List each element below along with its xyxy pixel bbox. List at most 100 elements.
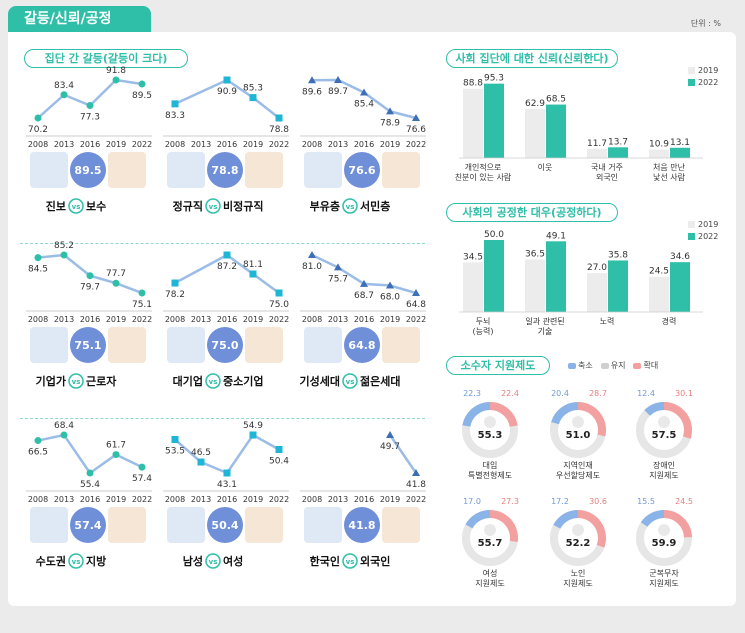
x-tick-label: 2019 — [243, 495, 263, 504]
trust-value-label: 95.3 — [484, 74, 504, 84]
x-tick-label: 2013 — [191, 140, 211, 149]
x-tick-label: 2008 — [28, 140, 48, 149]
group-left-label: 기성세대 — [300, 374, 340, 388]
donut-slice-expand — [577, 510, 606, 548]
x-tick-label: 2008 — [302, 140, 322, 149]
x-tick-label: 2013 — [191, 315, 211, 324]
legend-swatch-2022 — [688, 79, 695, 86]
data-label: 76.6 — [406, 125, 426, 135]
politician-icon — [108, 152, 146, 188]
x-tick-label: 2016 — [354, 140, 374, 149]
donut-label: 군복무자 — [649, 569, 679, 578]
data-point — [171, 279, 179, 287]
trust-category-label: 친분이 있는 사람 — [455, 172, 512, 182]
location-pin-icon — [572, 416, 584, 428]
legend-label-expand: 확대 — [643, 361, 659, 370]
donut-slice-reduce — [465, 510, 491, 529]
x-tick-label: 2016 — [217, 140, 237, 149]
data-point — [249, 94, 257, 102]
data-label: 50.4 — [269, 456, 289, 466]
donut-slice-expand — [489, 510, 518, 543]
x-tick-label: 2022 — [406, 495, 426, 504]
wheelchair-icon — [658, 416, 670, 428]
center-value-circle — [344, 327, 380, 363]
data-point — [308, 251, 316, 258]
x-tick-label: 2013 — [54, 140, 74, 149]
donut-slice-reduce — [553, 510, 579, 529]
donut-expand-value: 24.5 — [675, 497, 693, 506]
legend-swatch-2019 — [688, 67, 695, 74]
woman-icon — [484, 524, 496, 536]
donut-expand-value: 28.7 — [589, 389, 607, 398]
vs-label: vs — [346, 558, 355, 566]
x-tick-label: 2013 — [54, 495, 74, 504]
x-tick-label: 2008 — [165, 315, 185, 324]
fair-bar — [463, 262, 483, 312]
group-right-label: 지방 — [86, 554, 106, 568]
donut-keep-value: 51.0 — [566, 430, 591, 441]
fair-category-label: 기술 — [538, 326, 553, 336]
donut-expand-value: 22.4 — [501, 389, 519, 398]
x-tick-label: 2016 — [80, 495, 100, 504]
conflict-section-title: 집단 간 갈등(갈등이 크다) — [24, 49, 188, 68]
center-value-circle — [207, 507, 243, 543]
data-point — [86, 102, 94, 110]
fair-value-label: 34.5 — [463, 252, 483, 262]
politician-icon — [30, 152, 68, 188]
donut-slice-reduce — [644, 402, 665, 416]
x-tick-label: 2016 — [354, 315, 374, 324]
trust-value-label: 10.9 — [649, 139, 669, 149]
donut-keep-value: 52.2 — [566, 538, 591, 549]
donut-label: 지원제도 — [475, 579, 504, 588]
trust-value-label: 88.8 — [463, 79, 483, 89]
x-tick-label: 2008 — [28, 315, 48, 324]
data-label: 49.7 — [380, 442, 400, 452]
data-label: 89.6 — [302, 87, 322, 97]
office-worker-icon — [167, 152, 205, 188]
legend-label-keep: 유지 — [610, 361, 626, 370]
trust-value-label: 62.9 — [525, 99, 545, 109]
data-label: 85.3 — [243, 84, 263, 94]
data-label: 77.3 — [80, 113, 100, 123]
korea-map-icon — [108, 507, 146, 543]
data-label: 75.1 — [132, 300, 152, 310]
data-label: 83.3 — [165, 111, 185, 121]
x-tick-label: 2022 — [132, 315, 152, 324]
fair-bar — [484, 240, 504, 312]
legend-swatch-2019 — [688, 221, 695, 228]
fair-value-label: 24.5 — [649, 267, 669, 277]
group-left-label: 수도권 — [36, 555, 66, 568]
x-tick-label: 2016 — [217, 315, 237, 324]
data-point — [60, 431, 68, 439]
temp-worker-icon — [245, 152, 283, 188]
group-left-label: 기업가 — [36, 374, 66, 388]
pencil-icon — [484, 416, 496, 428]
large-building-icon — [167, 327, 205, 363]
trust-bar — [525, 108, 545, 158]
fair-value-label: 27.0 — [587, 263, 607, 273]
center-value-circle — [70, 507, 106, 543]
vs-label: vs — [346, 203, 355, 211]
male-icon — [167, 507, 205, 543]
x-tick-label: 2022 — [269, 140, 289, 149]
center-value: 41.8 — [348, 519, 375, 532]
fair-bar — [587, 273, 607, 312]
vs-badge — [342, 373, 358, 389]
vs-label: vs — [72, 203, 81, 211]
data-point — [249, 270, 257, 278]
data-label: 87.2 — [217, 262, 237, 272]
x-tick-label: 2022 — [132, 140, 152, 149]
x-tick-label: 2013 — [54, 315, 74, 324]
data-point — [275, 289, 283, 297]
group-right-label: 서민층 — [360, 199, 390, 213]
worker-icon — [108, 327, 146, 363]
donut-label: 장애인 — [653, 460, 675, 470]
donut-keep-value: 57.5 — [652, 430, 677, 441]
data-label: 68.7 — [354, 291, 374, 301]
data-point — [360, 88, 368, 96]
x-tick-label: 2022 — [406, 140, 426, 149]
trust-legend: 2022 — [688, 78, 718, 87]
korean-flag-icon — [304, 507, 342, 543]
group-left-label: 대기업 — [173, 374, 203, 388]
data-point — [275, 114, 283, 122]
